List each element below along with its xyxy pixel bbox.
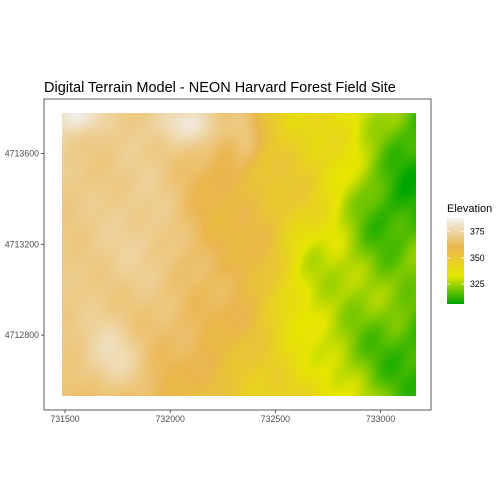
elevation-legend: Elevation 325 350 375 [447, 203, 492, 304]
legend-tick-label: 325 [470, 279, 485, 289]
terrain-raster-container [62, 113, 416, 396]
x-axis: 731500 732000 732500 733000 [50, 410, 395, 424]
legend-colorbar [447, 218, 464, 304]
terrain-raster [62, 113, 416, 396]
x-tick-label: 732500 [261, 414, 290, 424]
y-tick-label: 4713600 [5, 148, 39, 158]
y-axis: 4712800 4713200 4713600 [5, 148, 44, 340]
y-tick-label: 4712800 [5, 330, 39, 340]
y-tick-label: 4713200 [5, 239, 39, 249]
x-tick-label: 733000 [366, 414, 395, 424]
x-tick-label: 731500 [50, 414, 79, 424]
chart-title: Digital Terrain Model - NEON Harvard For… [44, 80, 396, 96]
x-tick-label: 732000 [156, 414, 185, 424]
legend-tick-label: 375 [470, 227, 485, 237]
legend-tick-label: 350 [470, 253, 485, 263]
legend-title: Elevation [447, 203, 492, 215]
